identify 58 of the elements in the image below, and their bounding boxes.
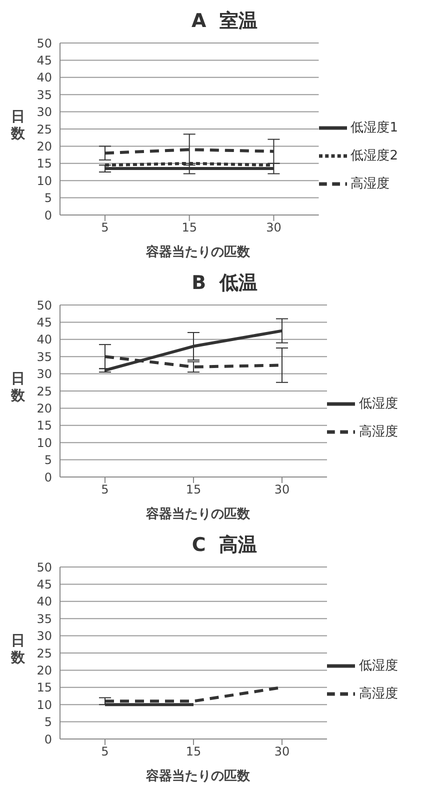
x-tick-label: 5 xyxy=(101,220,109,235)
y-tick-label: 15 xyxy=(36,156,52,171)
y-tick-label: 5 xyxy=(44,191,52,206)
chart-title: A 室温 xyxy=(190,9,258,34)
y-tick-label: 35 xyxy=(36,88,52,102)
y-tick-label: 10 xyxy=(36,436,52,450)
y-tick-label: 45 xyxy=(36,53,52,68)
y-tick-label: 5 xyxy=(44,715,52,730)
y-tick-label: 25 xyxy=(36,384,52,398)
legend-label: 低湿度 xyxy=(359,658,398,674)
x-tick-label: 30 xyxy=(274,744,290,759)
chart-title: C 高温 xyxy=(190,533,258,558)
y-tick-label: 20 xyxy=(36,401,52,416)
y-axis-title: 日数 xyxy=(10,633,26,666)
y-tick-label: 35 xyxy=(36,612,52,626)
chart-title: B 低温 xyxy=(190,271,258,296)
x-tick-label: 15 xyxy=(186,744,202,759)
x-axis-title: 容器当たりの匹数 xyxy=(145,506,251,523)
legend-label: 高湿度 xyxy=(350,176,390,192)
y-tick-label: 25 xyxy=(36,646,52,660)
y-tick-label: 25 xyxy=(36,122,52,136)
y-tick-label: 0 xyxy=(44,208,52,222)
x-tick-label: 5 xyxy=(101,482,109,497)
y-tick-label: 30 xyxy=(36,629,52,644)
y-tick-label: 10 xyxy=(36,174,52,188)
x-tick-label: 5 xyxy=(101,744,109,759)
x-tick-label: 15 xyxy=(186,482,202,497)
legend-label: 高湿度 xyxy=(359,424,398,440)
y-tick-label: 40 xyxy=(36,70,52,85)
y-tick-label: 50 xyxy=(36,560,52,574)
x-tick-label: 15 xyxy=(182,220,197,235)
y-tick-label: 45 xyxy=(36,315,52,330)
y-tick-label: 50 xyxy=(36,298,52,312)
y-tick-label: 35 xyxy=(36,350,52,364)
legend-label: 高湿度 xyxy=(359,686,398,702)
y-tick-label: 50 xyxy=(36,36,52,50)
x-axis-title: 容器当たりの匹数 xyxy=(145,768,251,785)
y-tick-label: 40 xyxy=(36,332,52,347)
y-tick-label: 20 xyxy=(36,663,52,678)
x-tick-label: 30 xyxy=(274,482,290,497)
y-tick-label: 15 xyxy=(36,680,52,695)
y-tick-label: 0 xyxy=(44,732,52,746)
y-tick-label: 10 xyxy=(36,698,52,712)
legend-label: 低湿度 xyxy=(359,396,398,412)
legend-label: 低湿度1 xyxy=(350,120,398,136)
y-axis-title: 日数 xyxy=(10,371,26,404)
y-tick-label: 40 xyxy=(36,594,52,609)
y-tick-label: 15 xyxy=(36,418,52,433)
legend-label: 低湿度2 xyxy=(350,148,398,164)
y-tick-label: 45 xyxy=(36,577,52,592)
y-axis-title: 日数 xyxy=(10,109,26,142)
y-tick-label: 5 xyxy=(44,453,52,468)
x-axis-title: 容器当たりの匹数 xyxy=(145,244,251,261)
x-tick-label: 30 xyxy=(266,220,282,235)
y-tick-label: 20 xyxy=(36,139,52,154)
y-tick-label: 0 xyxy=(44,470,52,484)
y-tick-label: 30 xyxy=(36,105,52,120)
y-tick-label: 30 xyxy=(36,367,52,382)
